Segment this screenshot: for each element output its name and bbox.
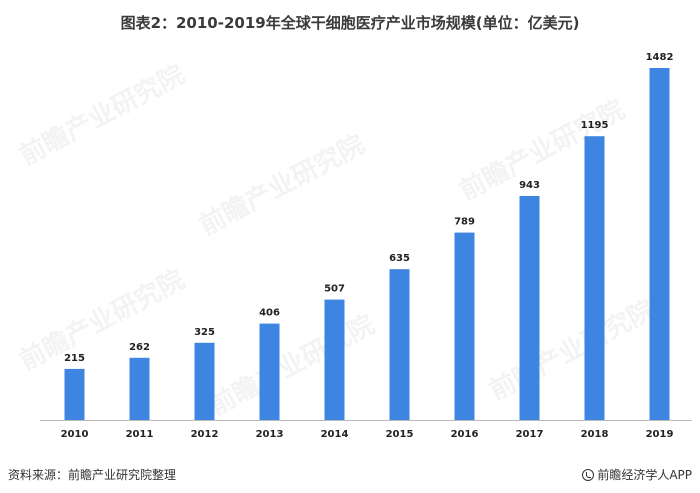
bar-2010 [64,368,85,420]
value-label-2015: 635 [389,253,410,264]
bar-2012 [194,342,215,420]
value-label-2017: 943 [519,180,540,191]
x-tick-label-2011: 2011 [126,429,154,440]
x-tick-label-2016: 2016 [451,429,479,440]
x-tick-label-2015: 2015 [386,429,414,440]
bar-2015 [389,269,410,420]
qianzhan-logo-icon [582,468,595,481]
x-tick-label-2014: 2014 [321,429,349,440]
bar-2014 [324,299,345,420]
bar-2016 [454,232,475,420]
value-label-2010: 215 [64,353,85,364]
bar-2013 [259,323,280,420]
x-tick-label-2018: 2018 [581,429,609,440]
value-label-2019: 1482 [646,52,674,63]
brand-name: 前瞻经济学人APP [597,468,692,482]
value-label-2016: 789 [454,217,475,228]
tick-labels-group: 2010 2011 2012 2013 2014 2015 2016 2017 2018 2019 [61,429,674,440]
value-label-2014: 507 [324,284,345,295]
value-label-2018: 1195 [581,120,609,131]
value-label-2013: 406 [259,308,280,319]
x-tick-label-2012: 2012 [191,429,219,440]
value-label-2011: 262 [129,342,150,353]
x-tick-label-2010: 2010 [61,429,89,440]
bar-2011 [129,357,150,420]
bar-2017 [519,196,540,420]
bars-group [64,68,670,420]
bar-2018 [584,136,605,420]
value-label-2012: 325 [194,327,215,338]
x-tick-label-2019: 2019 [646,429,674,440]
value-labels-group: 215 262 325 406 507 635 789 943 1195 1482 [64,52,673,364]
source-note: 资料来源：前瞻产业研究院整理 [8,468,177,482]
bar-2019 [649,68,670,420]
x-tick-label-2017: 2017 [516,429,544,440]
brand-credit: 前瞻经济学人APP [582,466,692,483]
x-tick-label-2013: 2013 [256,429,284,440]
chart-title: 图表2：2010-2019年全球干细胞医疗产业市场规模(单位：亿美元) [120,14,580,32]
